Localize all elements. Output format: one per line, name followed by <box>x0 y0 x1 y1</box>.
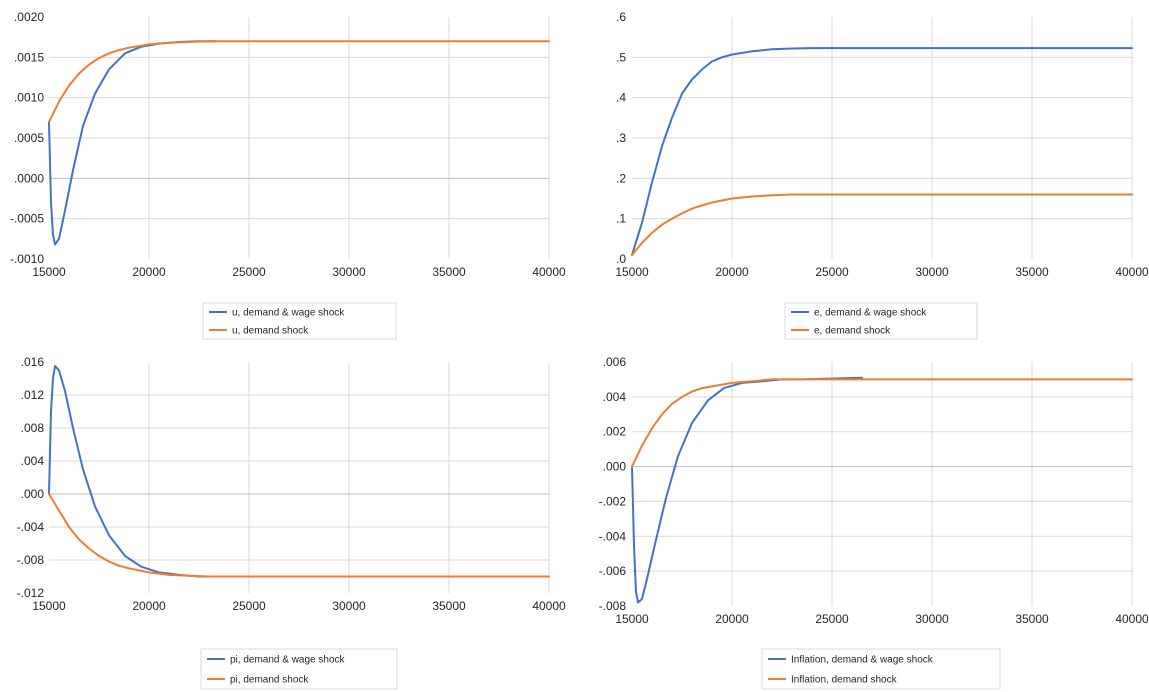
y-tick-label: -.008 <box>17 553 45 567</box>
x-tick-label: 30000 <box>915 612 949 626</box>
x-tick-label: 15000 <box>615 612 649 626</box>
x-tick-label: 35000 <box>432 599 466 613</box>
y-tick-label: .6 <box>616 10 626 24</box>
x-tick-label: 25000 <box>815 612 849 626</box>
y-tick-label: .000 <box>603 460 627 474</box>
legend-box <box>784 302 978 340</box>
y-tick-label: .0005 <box>14 131 44 145</box>
y-tick-label: .006 <box>603 355 627 369</box>
y-tick-label: .2 <box>616 171 626 185</box>
y-tick-label: -.012 <box>17 586 45 600</box>
y-tick-label: .1 <box>616 212 626 226</box>
y-tick-label: .016 <box>21 355 45 369</box>
x-tick-label: 35000 <box>1015 265 1049 279</box>
y-tick-label: -.006 <box>599 564 627 578</box>
y-tick-label: .012 <box>21 388 45 402</box>
x-tick-label: 20000 <box>715 612 749 626</box>
series-line-1 <box>631 47 1133 256</box>
x-tick-label: 20000 <box>132 599 166 613</box>
y-tick-label: .0015 <box>14 50 44 64</box>
legend-label: Inflation, demand & wage shock <box>791 655 934 666</box>
legend: pi, demand & wage shock pi, demand shock <box>200 648 398 690</box>
x-tick-label: 35000 <box>1015 612 1049 626</box>
legend: Inflation, demand & wage shock Inflation,… <box>761 648 1001 690</box>
legend-label: e, demand & wage shock <box>814 308 927 319</box>
y-tick-label: .0020 <box>14 10 44 24</box>
legend-box <box>200 648 398 690</box>
y-tick-label: .0 <box>616 252 626 266</box>
x-tick-label: 30000 <box>332 265 366 279</box>
legend-label: Inflation, demand shock <box>791 675 898 686</box>
x-tick-label: 25000 <box>815 265 849 279</box>
series-line-1 <box>48 40 216 246</box>
x-tick-label: 20000 <box>715 265 749 279</box>
x-tick-label: 30000 <box>332 599 366 613</box>
x-tick-label: 25000 <box>232 265 266 279</box>
legend: e, demand & wage shock e, demand shock <box>784 302 978 340</box>
y-tick-label: -.004 <box>599 529 627 543</box>
legend-label: u, demand & wage shock <box>232 308 345 319</box>
y-tick-label: .0000 <box>14 171 44 185</box>
y-tick-label: .004 <box>21 454 45 468</box>
series-line-1 <box>631 376 863 604</box>
x-tick-label: 40000 <box>1115 612 1149 626</box>
x-tick-label: 15000 <box>615 265 649 279</box>
legend: u, demand & wage shock u, demand shock <box>202 302 397 340</box>
x-tick-label: 40000 <box>1115 265 1149 279</box>
chart-panel-1: 15000 20000 25000 30000 35000 40000 .0020 .0015… <box>10 10 566 340</box>
series-line-2 <box>48 40 550 123</box>
y-tick-label: -.0010 <box>10 252 44 266</box>
legend-box <box>761 648 1001 690</box>
legend-label: e, demand shock <box>814 326 891 337</box>
chart-panel-2: 15000 20000 25000 30000 35000 40000 .6 .5 .4 .3 .2… <box>615 10 1149 340</box>
legend-label: u, demand shock <box>232 326 309 337</box>
series-line-2 <box>631 193 1133 256</box>
series-line-2 <box>631 378 1133 468</box>
x-tick-label: 15000 <box>32 265 66 279</box>
y-tick-label: .4 <box>616 91 626 105</box>
legend-label: pi, demand shock <box>230 675 309 686</box>
legend-box <box>202 302 397 340</box>
y-tick-label: -.004 <box>17 520 45 534</box>
y-tick-label: .002 <box>603 425 627 439</box>
chart-panel-4: 15000 20000 25000 30000 35000 40000 .006 .004 .0… <box>599 355 1149 690</box>
y-tick-label: -.002 <box>599 494 627 508</box>
legend-label: pi, demand & wage shock <box>230 655 346 666</box>
y-tick-label: .5 <box>616 50 626 64</box>
series-line-1 <box>48 365 216 578</box>
y-tick-label: -.0005 <box>10 212 44 226</box>
chart-panel-3: 15000 20000 25000 30000 35000 40000 .016 .012 .0… <box>17 355 566 690</box>
y-tick-label: .3 <box>616 131 626 145</box>
y-tick-label: .004 <box>603 390 627 404</box>
y-tick-label: -.008 <box>599 599 627 613</box>
series-line-2 <box>48 493 550 578</box>
y-tick-label: .0010 <box>14 91 44 105</box>
x-tick-label: 35000 <box>432 265 466 279</box>
x-tick-label: 40000 <box>532 599 566 613</box>
x-tick-label: 20000 <box>132 265 166 279</box>
x-tick-label: 40000 <box>532 265 566 279</box>
x-tick-label: 15000 <box>32 599 66 613</box>
y-tick-label: .000 <box>21 487 45 501</box>
x-tick-label: 25000 <box>232 599 266 613</box>
y-tick-label: .008 <box>21 421 45 435</box>
x-tick-label: 30000 <box>915 265 949 279</box>
